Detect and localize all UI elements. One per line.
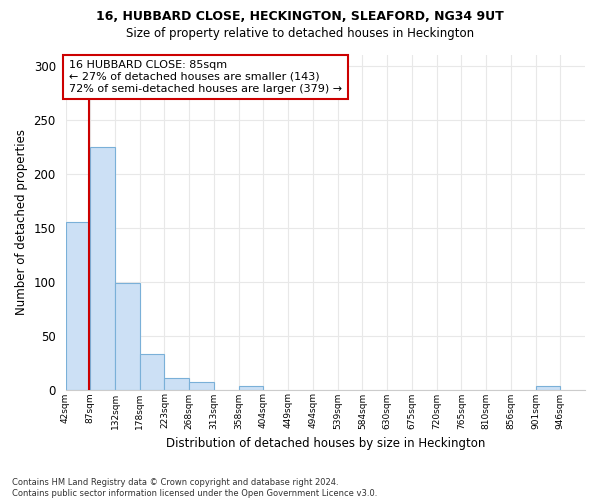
Text: Size of property relative to detached houses in Heckington: Size of property relative to detached ho… [126, 28, 474, 40]
Bar [536, 386, 560, 390]
Bar [115, 282, 140, 390]
Bar [140, 354, 164, 390]
Bar [189, 382, 214, 390]
Text: 16 HUBBARD CLOSE: 85sqm
← 27% of detached houses are smaller (143)
72% of semi-d: 16 HUBBARD CLOSE: 85sqm ← 27% of detache… [69, 60, 342, 94]
Text: Contains HM Land Registry data © Crown copyright and database right 2024.
Contai: Contains HM Land Registry data © Crown c… [12, 478, 377, 498]
X-axis label: Distribution of detached houses by size in Heckington: Distribution of detached houses by size … [166, 437, 485, 450]
Bar [90, 146, 115, 390]
Bar [239, 386, 263, 390]
Bar [65, 222, 90, 390]
Bar [164, 378, 189, 390]
Text: 16, HUBBARD CLOSE, HECKINGTON, SLEAFORD, NG34 9UT: 16, HUBBARD CLOSE, HECKINGTON, SLEAFORD,… [96, 10, 504, 23]
Y-axis label: Number of detached properties: Number of detached properties [15, 130, 28, 316]
